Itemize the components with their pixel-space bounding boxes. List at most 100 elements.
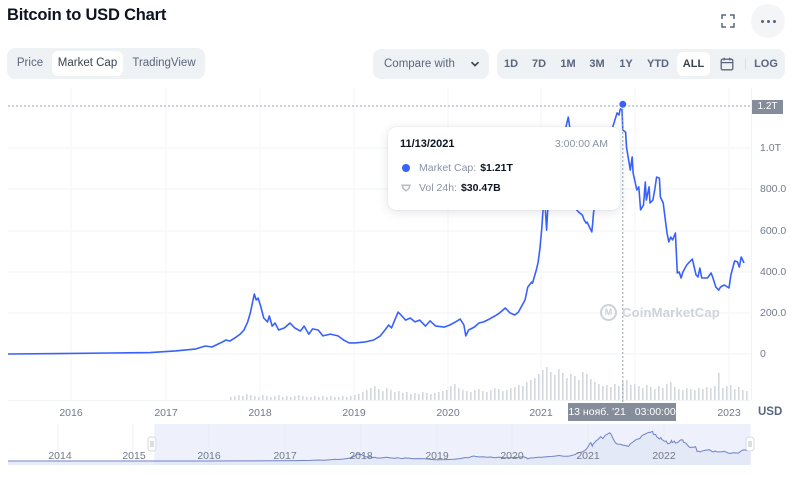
volume-bar — [590, 379, 592, 400]
volume-bar — [654, 389, 656, 400]
volume-bar — [746, 391, 748, 400]
crosshair-time: 03:00:00 — [634, 406, 676, 418]
volume-bar — [382, 391, 384, 400]
x-tick-label: 2017 — [154, 407, 178, 419]
volume-bar — [726, 386, 728, 400]
volume-bar — [682, 390, 684, 400]
more-options-button[interactable] — [751, 4, 785, 38]
volume-bar — [498, 389, 500, 400]
volume-bar — [326, 397, 328, 400]
x-tick-label: 2021 — [529, 407, 553, 419]
crosshair-point — [618, 99, 628, 109]
volume-bar — [478, 389, 480, 400]
volume-bar — [542, 370, 544, 400]
volume-bar — [710, 388, 712, 400]
volume-bar — [310, 397, 312, 400]
range-7d[interactable]: 7D — [531, 58, 547, 70]
navigator[interactable] — [8, 424, 755, 465]
navigator-left-handle[interactable] — [147, 436, 157, 452]
volume-bar — [482, 391, 484, 400]
tab-market-cap[interactable]: Market Cap — [52, 51, 123, 76]
volume-bar — [586, 374, 588, 400]
horizontal-grid-lines — [8, 147, 751, 355]
x-tick-label: 2020 — [436, 407, 460, 419]
volume-bar — [602, 386, 604, 400]
range-1y[interactable]: 1Y — [619, 58, 633, 70]
volume-bar — [402, 393, 404, 400]
range-1m[interactable]: 1M — [560, 58, 576, 70]
volume-bar — [362, 392, 364, 400]
tooltip-label: Vol 24h: — [419, 182, 457, 194]
volume-bar — [298, 395, 300, 400]
calendar-icon[interactable] — [720, 57, 734, 71]
volume-icon — [401, 184, 411, 192]
volume-bar — [646, 385, 648, 400]
volume-bar — [686, 388, 688, 400]
volume-bar — [254, 396, 256, 400]
volume-bar — [546, 367, 548, 400]
range-ytd[interactable]: YTD — [647, 58, 669, 70]
volume-bar — [322, 396, 324, 400]
navigator-right-handle[interactable] — [745, 436, 755, 452]
volume-bar — [330, 396, 332, 400]
volume-bar — [230, 397, 232, 400]
vertical-grid-lines — [70, 88, 730, 400]
x-tick-label: 2019 — [342, 407, 366, 419]
navigator-tick-label: 2022 — [652, 450, 676, 462]
volume-bar — [434, 393, 436, 400]
volume-bar — [294, 396, 296, 400]
volume-bar — [470, 392, 472, 400]
tab-price[interactable]: Price — [16, 57, 44, 69]
volume-bar — [630, 385, 632, 400]
y-tick-label: 1.0T — [760, 142, 782, 154]
volume-bar — [678, 389, 680, 400]
volume-bar — [430, 394, 432, 400]
watermark: M CoinMarketCap — [600, 304, 720, 321]
volume-bar — [446, 390, 448, 400]
navigator-tick-label: 2014 — [48, 450, 72, 462]
volume-bar — [406, 392, 408, 400]
tab-tradingview[interactable]: TradingView — [132, 57, 196, 69]
navigator-line — [8, 430, 751, 462]
y-tick-label: 0 — [760, 348, 766, 360]
volume-bar — [626, 380, 628, 400]
compare-with-dropdown[interactable]: Compare with — [373, 49, 489, 79]
chart-tooltip: 11/13/2021 3:00:00 AM Market Cap: $1.21T… — [388, 127, 620, 210]
x-tick-label: 2023 — [717, 407, 741, 419]
tooltip-time: 3:00:00 AM — [554, 138, 608, 150]
volume-bar — [638, 386, 640, 400]
volume-bar — [662, 388, 664, 400]
volume-bar — [566, 378, 568, 400]
log-scale-toggle[interactable]: LOG — [754, 58, 778, 70]
volume-bar — [502, 391, 504, 400]
volume-bar — [518, 385, 520, 400]
volume-bar — [358, 394, 360, 400]
fullscreen-button[interactable] — [719, 12, 737, 30]
volume-bar — [538, 374, 540, 400]
volume-bar — [346, 397, 348, 400]
range-all[interactable]: ALL — [677, 52, 710, 76]
volume-bar — [290, 397, 292, 400]
volume-bar — [534, 378, 536, 400]
volume-bar — [426, 393, 428, 400]
navigator-tick-label: 2016 — [197, 450, 221, 462]
chevron-down-icon — [470, 61, 480, 67]
volume-bars — [230, 367, 748, 400]
volume-bar — [274, 396, 276, 400]
volume-bar — [342, 396, 344, 400]
range-1d[interactable]: 1D — [503, 58, 519, 70]
volume-bar — [450, 386, 452, 400]
volume-bar — [666, 384, 668, 400]
navigator-tick-label: 2015 — [122, 450, 146, 462]
market-cap-line — [7, 104, 745, 355]
navigator-tick-label: 2020 — [500, 450, 524, 462]
volume-bar — [370, 388, 372, 400]
volume-bar — [338, 397, 340, 400]
volume-bar — [522, 386, 524, 400]
volume-bar — [474, 390, 476, 400]
range-3m[interactable]: 3M — [589, 58, 605, 70]
volume-bar — [242, 396, 244, 400]
navigator-tick-label: 2017 — [273, 450, 297, 462]
navigator-tick-label: 2019 — [425, 450, 449, 462]
